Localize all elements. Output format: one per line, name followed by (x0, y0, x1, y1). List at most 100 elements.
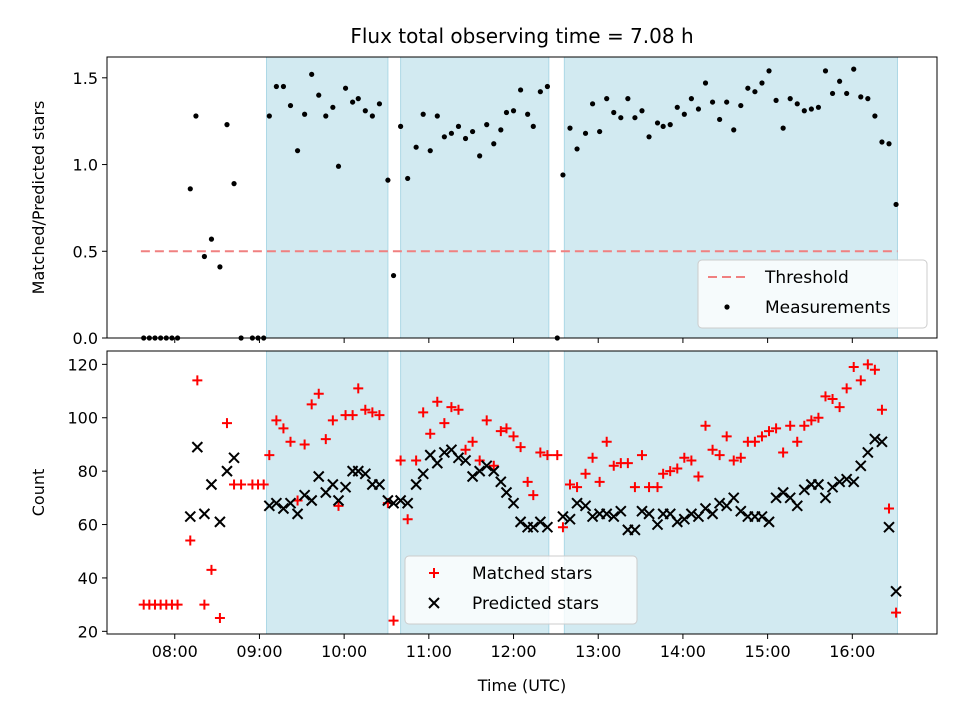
predicted-point (685, 508, 698, 520)
measurement-point (477, 153, 483, 159)
measurement-point (398, 123, 404, 129)
predicted-point (678, 513, 691, 525)
matched-point (552, 450, 563, 461)
measurement-point (544, 83, 551, 90)
measurement-point (787, 96, 793, 102)
measurement-point (385, 177, 391, 183)
matched-point (214, 612, 225, 623)
legend-label: Predicted stars (472, 594, 599, 614)
matched-point (320, 434, 331, 445)
measurement-point (376, 101, 383, 107)
predicted-point (514, 516, 527, 528)
matched-point (587, 452, 598, 463)
measurement-point (294, 148, 301, 154)
matched-point (869, 364, 880, 375)
matched-point (672, 463, 683, 474)
y-tick-label: 60 (78, 516, 98, 535)
matched-point (735, 452, 746, 463)
measurement-point (808, 106, 814, 112)
matched-point (572, 482, 583, 493)
measurement-point (335, 163, 342, 169)
measurement-point (323, 113, 329, 119)
matched-point (728, 455, 739, 466)
predicted-point (500, 486, 513, 499)
measurement-point (273, 83, 279, 90)
y-tick-label: 0.5 (73, 242, 98, 261)
measurement-point (717, 116, 723, 123)
y-tick-label: 20 (78, 622, 98, 641)
predicted-point (191, 441, 204, 453)
measurement-point (681, 111, 687, 117)
measurement-point (695, 106, 702, 112)
matched-point (271, 415, 282, 426)
matched-point (679, 452, 690, 463)
predicted-point (651, 518, 664, 531)
measurement-point (709, 99, 716, 105)
matched-point (353, 383, 364, 394)
measurement-point (815, 104, 822, 110)
predicted-point (791, 500, 803, 512)
matched-point (771, 423, 782, 434)
matched-point (467, 436, 478, 447)
predicted-point (643, 508, 655, 520)
measurement-point (309, 71, 315, 77)
matched-point (629, 482, 640, 493)
predicted-point (833, 476, 846, 488)
measurement-point (604, 96, 610, 102)
x-tick-label: 15:00 (745, 642, 791, 661)
matched-point (508, 431, 519, 442)
measurement-point (231, 181, 237, 187)
predicted-point (332, 494, 345, 507)
matched-point (806, 415, 817, 426)
measurement-point (287, 102, 294, 109)
predicted-point (473, 465, 486, 477)
y-tick-label: 1.5 (73, 69, 98, 88)
matched-point (764, 426, 775, 437)
measurement-point (208, 236, 215, 242)
legend-label: Matched stars (472, 564, 592, 584)
matched-point (834, 402, 845, 413)
observing-window-2 (400, 56, 550, 339)
matched-point (495, 426, 506, 437)
axes-frame (106, 56, 938, 339)
measurement-point (654, 120, 661, 126)
matched-point (542, 450, 553, 461)
measurement-point (302, 111, 308, 117)
y-tick-label: 1.0 (73, 156, 98, 175)
matched-point (306, 399, 317, 410)
predicted-point (527, 521, 540, 533)
matched-point (658, 468, 669, 479)
legend-label: Threshold (764, 268, 849, 288)
measurement-point (330, 104, 336, 110)
measurement-point (567, 125, 573, 131)
matched-point (884, 503, 895, 514)
predicted-point (221, 465, 233, 477)
predicted-point (438, 446, 451, 459)
matched-point (636, 450, 647, 461)
matched-point (453, 404, 464, 415)
matched-point (515, 442, 526, 453)
measurement-point (667, 122, 673, 128)
measurement-point (858, 94, 864, 100)
predicted-point (876, 436, 888, 448)
x-tick-label: 12:00 (490, 642, 536, 661)
x-axis-label: Time (UTC) (477, 676, 566, 695)
measurement-point (752, 89, 758, 95)
predicted-point (777, 486, 789, 499)
x-tick-label: 11:00 (406, 642, 452, 661)
predicted-point (706, 508, 719, 520)
measurement-point (413, 144, 419, 150)
matched-point (707, 444, 718, 455)
measurement-point (434, 113, 440, 119)
legend: Matched stars Predicted stars (404, 555, 638, 625)
predicted-point (869, 433, 881, 445)
legend-box (697, 259, 928, 329)
predicted-point (495, 476, 507, 488)
measurement-point (702, 80, 709, 86)
matched-point (488, 460, 499, 471)
measurement-point (759, 80, 765, 86)
y-tick-label: 80 (78, 462, 98, 481)
predicted-point (890, 585, 902, 597)
predicted-point (452, 452, 465, 464)
matched-point (185, 535, 196, 546)
